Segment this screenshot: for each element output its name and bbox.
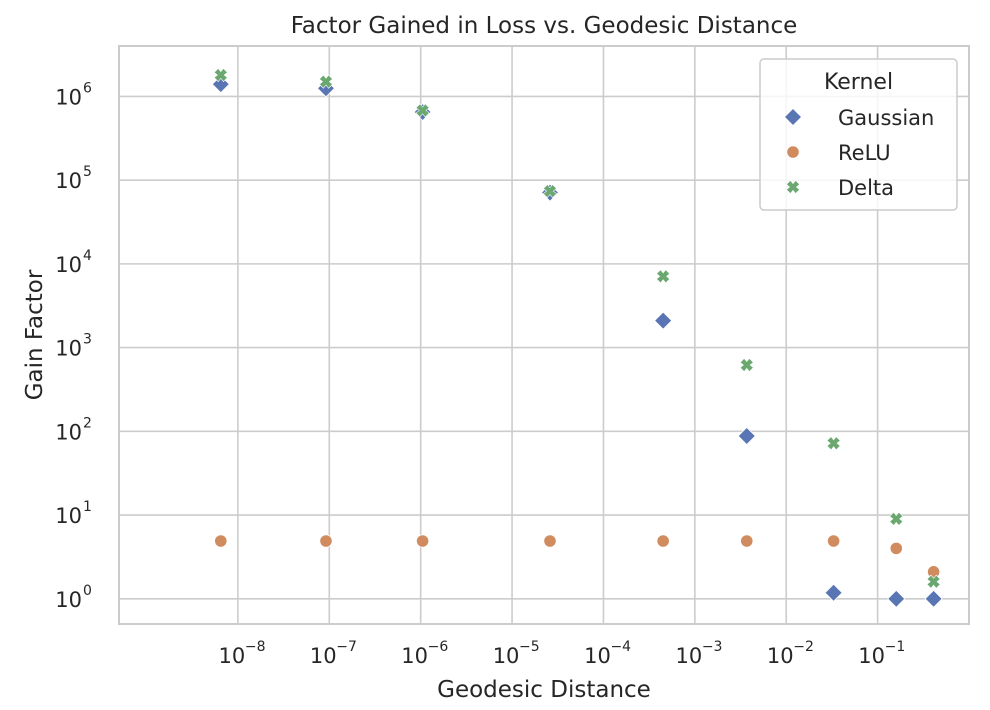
gaussian-point	[824, 583, 843, 602]
relu-point	[656, 534, 670, 548]
y-tick-label: 10 2	[55, 415, 92, 444]
series-delta	[213, 67, 941, 589]
relu-point	[416, 534, 430, 548]
y-tick-base: 10	[55, 588, 82, 612]
x-tick-label: 10 −4	[584, 639, 631, 668]
y-tick-exponent: 4	[83, 248, 92, 264]
y-tick-label: 10 3	[55, 332, 92, 361]
delta-point	[889, 511, 904, 526]
legend-label: Delta	[838, 176, 894, 200]
x-tick-label: 10 −3	[675, 639, 722, 668]
x-tick-label: 10 −8	[219, 639, 266, 668]
x-tick-base: 10	[401, 644, 428, 668]
legend-label: ReLU	[838, 141, 891, 165]
x-tick-base: 10	[219, 644, 246, 668]
x-tick-base: 10	[493, 644, 520, 668]
relu-point	[543, 534, 557, 548]
delta-point	[542, 184, 558, 199]
x-tick-base: 10	[310, 644, 337, 668]
y-tick-label: 10 4	[55, 248, 92, 277]
y-tick-exponent: 1	[83, 499, 92, 515]
delta-point	[318, 74, 334, 89]
delta-point	[415, 103, 430, 118]
x-tick-label: 10 −1	[858, 639, 905, 668]
x-tick-label: 10 −5	[493, 639, 540, 668]
delta-point	[739, 357, 754, 373]
y-tick-base: 10	[55, 169, 82, 193]
relu-point	[927, 565, 941, 579]
plot-frame	[118, 45, 970, 625]
y-tick-exponent: 5	[83, 164, 92, 180]
y-tick-label: 10 5	[55, 164, 92, 193]
y-tick-base: 10	[55, 504, 82, 528]
y-axis-label: Gain Factor	[22, 269, 48, 400]
legend: Kernel Gaussian ReLU Delta	[759, 58, 958, 211]
x-tick-exponent: −6	[428, 639, 449, 655]
y-tick-label: 10 0	[55, 583, 92, 612]
delta-point	[926, 574, 941, 589]
delta-point	[826, 436, 841, 451]
legend-title: Kernel	[824, 70, 893, 95]
delta-point	[656, 269, 671, 284]
data-marks	[211, 67, 943, 608]
x-tick-label: 10 −7	[310, 639, 357, 668]
x-tick-exponent: −7	[336, 639, 357, 655]
x-axis-label: Geodesic Distance	[437, 677, 651, 703]
chart-title: Factor Gained in Loss vs. Geodesic Dista…	[291, 13, 798, 39]
y-tick-exponent: 6	[83, 80, 92, 96]
relu-point	[214, 534, 228, 548]
y-tick-exponent: 2	[83, 415, 92, 431]
x-tick-exponent: −3	[702, 639, 723, 655]
x-tick-base: 10	[858, 644, 885, 668]
relu-point	[319, 534, 333, 548]
y-tick-base: 10	[55, 85, 82, 109]
series-relu	[214, 534, 941, 579]
y-tick-label: 10 1	[55, 499, 92, 528]
legend-entry-relu: ReLU	[786, 141, 891, 165]
legend-marker-relu	[786, 145, 800, 159]
x-tick-label: 10 −2	[767, 639, 814, 668]
gaussian-point	[654, 311, 673, 330]
y-tick-base: 10	[55, 253, 82, 277]
relu-point	[827, 534, 841, 548]
y-tick-exponent: 3	[83, 332, 92, 348]
gaussian-point	[737, 426, 756, 446]
gaussian-point	[924, 589, 943, 608]
legend-marker-delta	[785, 179, 801, 195]
x-tick-exponent: −2	[793, 639, 814, 655]
relu-point	[740, 534, 754, 548]
gaussian-point	[887, 589, 906, 608]
delta-point	[213, 67, 228, 83]
x-tick-exponent: −1	[885, 639, 906, 655]
legend-label: Gaussian	[838, 106, 934, 130]
relu-point	[889, 541, 903, 555]
x-tick-label: 10 −6	[401, 639, 448, 668]
x-tick-base: 10	[767, 644, 794, 668]
x-tick-labels: 10 −8 10 −7 10 −6 10 −5 10 −4 10 −3 10 −2 10 −1	[219, 639, 906, 668]
x-tick-base: 10	[584, 644, 611, 668]
legend-entry-gaussian: Gaussian	[783, 106, 934, 130]
x-tick-exponent: −5	[519, 639, 540, 655]
legend-marker-gaussian	[783, 107, 803, 127]
x-tick-exponent: −8	[245, 639, 266, 655]
legend-entry-delta: Delta	[785, 176, 894, 200]
y-tick-exponent: 0	[83, 583, 92, 599]
y-tick-base: 10	[55, 420, 82, 444]
y-tick-base: 10	[55, 337, 82, 361]
x-tick-base: 10	[675, 644, 702, 668]
legend-box	[759, 58, 958, 211]
x-tick-exponent: −4	[610, 639, 631, 655]
y-tick-label: 10 6	[55, 80, 92, 109]
